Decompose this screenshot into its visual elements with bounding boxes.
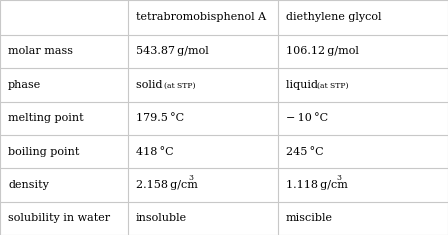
Text: liquid: liquid	[286, 80, 325, 90]
Text: density: density	[8, 180, 49, 190]
Text: solubility in water: solubility in water	[8, 213, 110, 223]
Text: − 10 °C: − 10 °C	[286, 113, 328, 123]
Text: 1.118 g/cm: 1.118 g/cm	[286, 180, 348, 190]
Text: 2.158 g/cm: 2.158 g/cm	[136, 180, 198, 190]
Text: 418 °C: 418 °C	[136, 147, 173, 157]
Text: (at STP): (at STP)	[317, 82, 349, 90]
Text: 106.12 g/mol: 106.12 g/mol	[286, 47, 359, 56]
Text: 179.5 °C: 179.5 °C	[136, 113, 184, 123]
Text: melting point: melting point	[8, 113, 84, 123]
Text: 3: 3	[189, 174, 194, 182]
Text: 3: 3	[336, 174, 341, 182]
Text: solid: solid	[136, 80, 169, 90]
Text: tetrabromobisphenol A: tetrabromobisphenol A	[136, 12, 266, 22]
Text: insoluble: insoluble	[136, 213, 187, 223]
Text: miscible: miscible	[286, 213, 333, 223]
Text: diethylene glycol: diethylene glycol	[286, 12, 381, 22]
Text: (at STP): (at STP)	[164, 82, 195, 90]
Text: 543.87 g/mol: 543.87 g/mol	[136, 47, 208, 56]
Text: boiling point: boiling point	[8, 147, 79, 157]
Text: 245 °C: 245 °C	[286, 147, 323, 157]
Text: molar mass: molar mass	[8, 47, 73, 56]
Text: phase: phase	[8, 80, 41, 90]
